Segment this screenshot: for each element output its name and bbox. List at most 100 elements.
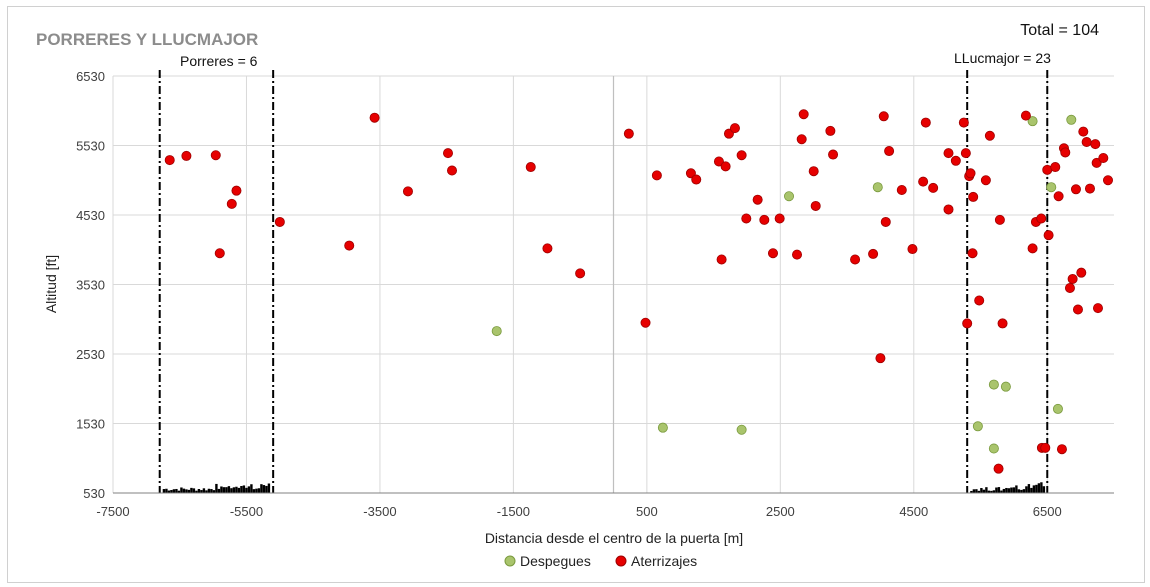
aterrizaje-point — [1081, 137, 1092, 148]
aterrizaje-point — [984, 130, 995, 141]
aterrizaje-point — [950, 155, 961, 166]
aterrizaje-point — [741, 213, 752, 224]
aterrizaje-point — [274, 216, 285, 227]
terrain-bar — [997, 487, 1001, 493]
terrain-bar — [182, 488, 186, 493]
total-annotation: Total = 104 — [1020, 22, 1099, 39]
aterrizaje-point — [918, 176, 929, 187]
terrain-bar — [975, 489, 978, 493]
aterrizaje-point — [640, 317, 651, 328]
y-tick-label: 6530 — [76, 69, 105, 84]
aterrizaje-point — [1056, 444, 1067, 455]
terrain-bar — [195, 490, 198, 493]
terrain-bar — [1035, 484, 1038, 493]
terrain-bar — [985, 487, 988, 493]
terrain-bar — [237, 487, 241, 493]
x-tick-label: -5500 — [230, 504, 263, 519]
series-despegues — [491, 114, 1077, 454]
aterrizaje-point — [907, 244, 918, 255]
aterrizaje-point — [542, 243, 553, 254]
aterrizaje-point — [759, 214, 770, 225]
terrain-bar — [257, 488, 261, 493]
aterrizaje-point — [716, 254, 727, 265]
terrain-bar — [177, 490, 181, 493]
terrain-bar — [230, 488, 233, 493]
aterrizaje-point — [752, 194, 763, 205]
aterrizaje-point — [798, 109, 809, 120]
aterrizaje-point — [962, 318, 973, 329]
terrain-bar — [1042, 486, 1046, 493]
terrain-bar — [252, 489, 256, 493]
aterrizaje-point — [1098, 153, 1109, 164]
terrain-bar — [220, 486, 223, 493]
despegue-point — [657, 422, 668, 433]
aterrizaje-point — [691, 174, 702, 185]
aterrizaje-point — [850, 254, 861, 265]
terrain-bar — [1015, 485, 1018, 493]
terrain-bar — [180, 487, 183, 493]
despegue-point — [972, 421, 983, 432]
aterrizaje-point — [1084, 183, 1095, 194]
grid-lines — [112, 75, 1114, 493]
terrain-bar — [185, 489, 188, 493]
terrain-bar — [215, 483, 218, 493]
despegue-point — [784, 191, 795, 202]
aterrizaje-point — [943, 148, 954, 159]
aterrizaje-point — [828, 149, 839, 160]
aterrizaje-point — [980, 175, 991, 186]
aterrizaje-point — [825, 125, 836, 136]
gate-boundary-lines — [158, 70, 1049, 493]
despegue-point — [1000, 381, 1011, 392]
aterrizaje-point — [369, 112, 380, 123]
legend-marker-despegues — [504, 555, 516, 567]
terrain-bar — [1032, 485, 1036, 493]
llucmajor-annotation: LLucmajor = 23 — [954, 50, 1051, 66]
aterrizaje-point — [1090, 139, 1101, 150]
terrain-bar — [982, 489, 986, 493]
aterrizaje-point — [231, 185, 242, 196]
x-tick-label: -3500 — [363, 504, 396, 519]
terrain-bar — [205, 490, 208, 493]
aterrizaje-point — [878, 111, 889, 122]
x-tick-label: 4500 — [899, 504, 928, 519]
terrain-bar — [995, 487, 998, 493]
aterrizaje-point — [623, 128, 634, 139]
aterrizaje-point — [994, 214, 1005, 225]
aterrizaje-point — [875, 353, 886, 364]
aterrizaje-point — [713, 156, 724, 167]
terrain-bar — [202, 488, 206, 493]
terrain-bar — [172, 489, 176, 493]
terrain-bar — [210, 489, 213, 493]
terrain-bar — [1010, 487, 1013, 493]
aterrizaje-point — [965, 168, 976, 179]
terrain-bar — [262, 485, 266, 493]
aterrizaje-point — [880, 216, 891, 227]
terrain-bar — [1012, 487, 1016, 493]
aterrizaje-point — [920, 117, 931, 128]
despegue-point — [872, 182, 883, 193]
terrain-bar — [1040, 482, 1043, 493]
aterrizaje-point — [1070, 184, 1081, 195]
terrain-bar — [227, 486, 231, 493]
terrain-bar — [187, 489, 191, 493]
y-tick-label: 530 — [83, 486, 105, 501]
terrain-bar — [240, 486, 243, 493]
aterrizaje-point — [1020, 110, 1031, 121]
aterrizaje-point — [884, 146, 895, 157]
terrain-bar — [175, 488, 178, 493]
terrain-bar — [190, 487, 193, 493]
tick-labels: 530 1530 2530 3530 4530 5530 6530 -7500 -5500 -35… — [76, 69, 1062, 519]
terrain-silhouette — [162, 482, 1046, 493]
aterrizaje-point — [1102, 175, 1113, 186]
aterrizaje-point — [651, 170, 662, 181]
terrain-bar — [162, 489, 166, 493]
aterrizaje-point — [974, 295, 985, 306]
despegue-point — [1027, 116, 1038, 127]
aterrizaje-point — [1091, 157, 1102, 168]
terrain-bar — [1020, 489, 1023, 493]
aterrizaje-point — [443, 148, 454, 159]
y-tick-label: 3530 — [76, 278, 105, 293]
y-tick-label: 1530 — [76, 417, 105, 432]
x-tick-label: -7500 — [96, 504, 129, 519]
terrain-bar — [255, 488, 258, 493]
